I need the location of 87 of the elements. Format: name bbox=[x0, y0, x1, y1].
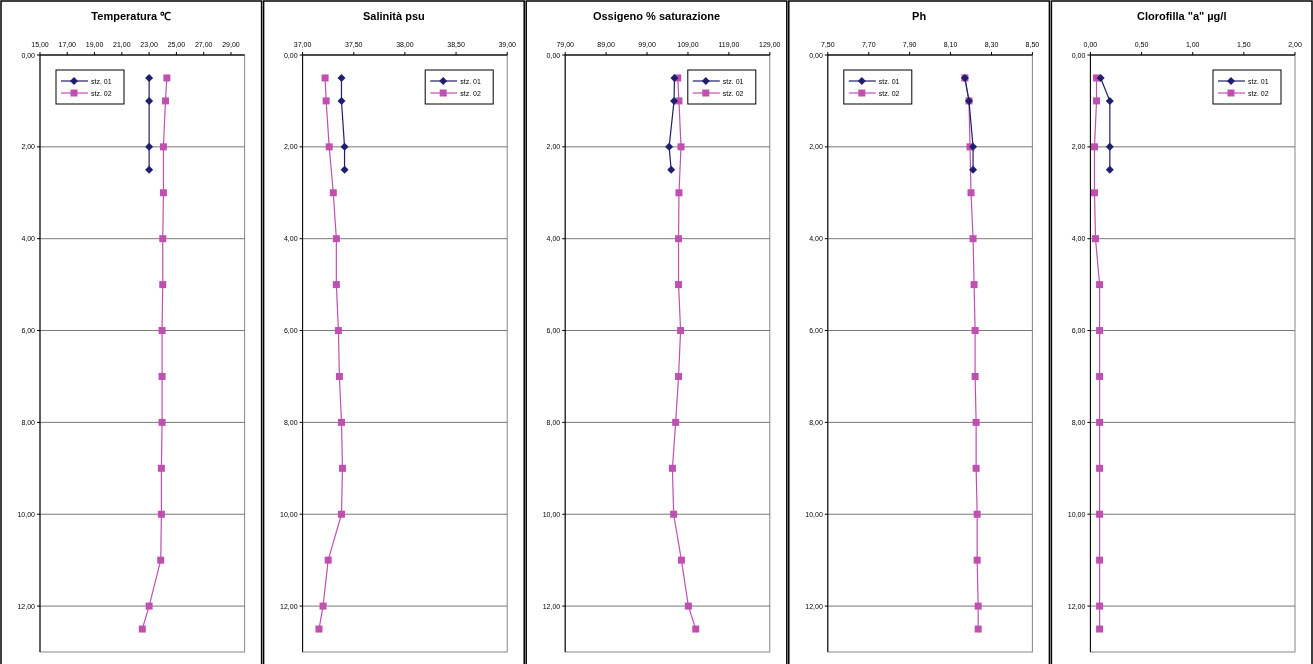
point bbox=[163, 74, 171, 82]
point bbox=[161, 97, 169, 105]
point bbox=[970, 281, 978, 289]
point bbox=[1105, 142, 1114, 151]
point bbox=[1096, 73, 1105, 82]
chart-title: Clorofilla "a" µg/l bbox=[1136, 10, 1227, 22]
point bbox=[973, 556, 981, 564]
point bbox=[969, 235, 977, 243]
point bbox=[157, 510, 165, 518]
point bbox=[675, 189, 683, 197]
point bbox=[969, 142, 978, 151]
point bbox=[340, 142, 349, 151]
point bbox=[315, 625, 323, 633]
point bbox=[1096, 510, 1104, 518]
point bbox=[158, 327, 166, 335]
point bbox=[974, 602, 982, 610]
point bbox=[972, 418, 980, 426]
point bbox=[332, 281, 340, 289]
point bbox=[665, 142, 674, 151]
point bbox=[332, 235, 340, 243]
point bbox=[692, 625, 700, 633]
point bbox=[337, 418, 345, 426]
point bbox=[145, 73, 154, 82]
point bbox=[322, 97, 330, 105]
point bbox=[337, 73, 346, 82]
chart-title: Ossigeno % saturazione bbox=[592, 10, 721, 22]
chart-title: Temperatura ℃ bbox=[91, 10, 172, 22]
point bbox=[1096, 556, 1104, 564]
point bbox=[1096, 418, 1104, 426]
point bbox=[340, 165, 349, 174]
point bbox=[145, 165, 154, 174]
point bbox=[1096, 281, 1104, 289]
point bbox=[319, 602, 327, 610]
point bbox=[967, 189, 975, 197]
point bbox=[1096, 372, 1104, 380]
point bbox=[159, 235, 167, 243]
point bbox=[159, 143, 167, 151]
point bbox=[974, 625, 982, 633]
point bbox=[157, 556, 165, 564]
point bbox=[329, 189, 337, 197]
point bbox=[138, 625, 146, 633]
point bbox=[684, 602, 692, 610]
point bbox=[675, 372, 683, 380]
point bbox=[158, 418, 166, 426]
point bbox=[321, 74, 329, 82]
point bbox=[157, 464, 165, 472]
point bbox=[1105, 96, 1114, 105]
point bbox=[973, 510, 981, 518]
point bbox=[1096, 464, 1104, 472]
point bbox=[337, 96, 346, 105]
point bbox=[667, 165, 676, 174]
point bbox=[1093, 97, 1101, 105]
point bbox=[159, 281, 167, 289]
chart-title: Ph bbox=[912, 10, 927, 22]
point bbox=[677, 143, 685, 151]
point bbox=[677, 556, 685, 564]
point bbox=[337, 510, 345, 518]
point bbox=[1090, 143, 1098, 151]
point bbox=[675, 235, 683, 243]
point bbox=[1096, 327, 1104, 335]
point bbox=[145, 96, 154, 105]
point bbox=[334, 327, 342, 335]
chart-title: Salinità psu bbox=[363, 10, 425, 22]
point bbox=[672, 418, 680, 426]
point bbox=[670, 73, 679, 82]
point bbox=[159, 189, 167, 197]
point bbox=[1096, 602, 1104, 610]
point bbox=[325, 143, 333, 151]
point bbox=[971, 327, 979, 335]
point bbox=[324, 556, 332, 564]
point bbox=[670, 96, 679, 105]
point bbox=[158, 372, 166, 380]
point bbox=[335, 372, 343, 380]
point bbox=[1090, 189, 1098, 197]
point bbox=[1096, 625, 1104, 633]
point bbox=[1105, 165, 1114, 174]
point bbox=[677, 327, 685, 335]
point bbox=[339, 464, 346, 472]
point bbox=[969, 165, 978, 174]
point bbox=[1092, 235, 1100, 243]
point bbox=[668, 464, 676, 472]
point bbox=[972, 464, 980, 472]
point bbox=[971, 372, 979, 380]
point bbox=[145, 602, 153, 610]
point bbox=[675, 281, 683, 289]
point bbox=[145, 142, 154, 151]
point bbox=[670, 510, 678, 518]
